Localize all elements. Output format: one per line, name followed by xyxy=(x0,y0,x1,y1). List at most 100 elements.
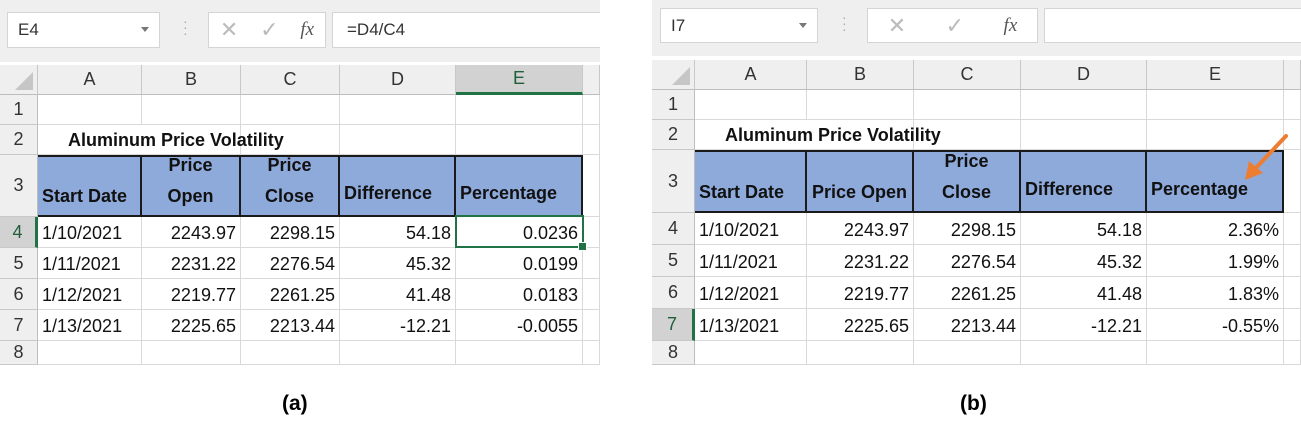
cell[interactable] xyxy=(1021,90,1147,120)
cell[interactable] xyxy=(583,95,600,125)
column-header[interactable]: E xyxy=(1147,60,1284,90)
cell[interactable] xyxy=(142,125,241,155)
cell[interactable] xyxy=(695,90,807,120)
table-cell[interactable]: 2225.65 xyxy=(142,310,241,341)
table-header-cell[interactable]: Percentage xyxy=(456,155,583,217)
table-cell[interactable]: 1/10/2021 xyxy=(695,213,807,245)
cell[interactable] xyxy=(1284,341,1301,365)
table-cell[interactable]: 2231.22 xyxy=(142,248,241,279)
cell[interactable] xyxy=(583,155,600,217)
table-cell[interactable]: 2298.15 xyxy=(241,217,340,248)
row-header[interactable]: 4 xyxy=(0,217,38,248)
select-all-button[interactable] xyxy=(652,60,695,90)
table-cell[interactable]: 2276.54 xyxy=(914,245,1021,277)
cell[interactable] xyxy=(241,341,340,365)
cell[interactable] xyxy=(456,341,583,365)
table-cell[interactable]: -0.55% xyxy=(1147,309,1284,341)
sheet-title[interactable]: Aluminum Price Volatility xyxy=(38,125,284,155)
column-header[interactable]: D xyxy=(340,65,456,95)
table-cell[interactable]: 1/12/2021 xyxy=(695,277,807,309)
table-cell[interactable]: 1/11/2021 xyxy=(38,248,142,279)
cell[interactable] xyxy=(456,125,583,155)
cell[interactable] xyxy=(38,341,142,365)
table-header-cell[interactable]: Price Close xyxy=(914,150,1021,213)
row-header[interactable]: 3 xyxy=(652,150,695,213)
table-cell[interactable]: 1.99% xyxy=(1147,245,1284,277)
row-header[interactable]: 6 xyxy=(0,279,38,310)
cell[interactable] xyxy=(241,125,340,155)
table-cell[interactable]: 2213.44 xyxy=(914,309,1021,341)
select-all-button[interactable] xyxy=(0,65,38,95)
cell[interactable] xyxy=(241,95,340,125)
name-box[interactable]: I7 xyxy=(660,8,818,43)
cell[interactable] xyxy=(456,95,583,125)
cell[interactable] xyxy=(142,95,241,125)
table-cell[interactable]: 41.48 xyxy=(340,279,456,310)
table-header-cell[interactable]: Start Date xyxy=(38,155,142,217)
cell[interactable] xyxy=(807,120,914,150)
table-cell[interactable]: 2261.25 xyxy=(914,277,1021,309)
sheet-title[interactable]: Aluminum Price Volatility xyxy=(695,120,941,150)
table-header-cell[interactable]: Start Date xyxy=(695,150,807,213)
row-header[interactable]: 6 xyxy=(652,277,695,309)
table-cell[interactable]: 2.36% xyxy=(1147,213,1284,245)
cell[interactable] xyxy=(914,120,1021,150)
table-header-cell[interactable]: Price Close xyxy=(241,155,340,217)
table-cell[interactable]: 1/13/2021 xyxy=(38,310,142,341)
table-cell[interactable]: 2219.77 xyxy=(807,277,914,309)
row-header[interactable]: 2 xyxy=(652,120,695,150)
cell[interactable] xyxy=(1147,120,1284,150)
table-cell[interactable]: 2231.22 xyxy=(807,245,914,277)
table-cell[interactable]: 54.18 xyxy=(340,217,456,248)
cell[interactable] xyxy=(914,90,1021,120)
row-header[interactable]: 4 xyxy=(652,213,695,245)
checkmark-icon[interactable]: ✓ xyxy=(260,17,279,42)
cell[interactable] xyxy=(807,90,914,120)
cell[interactable] xyxy=(142,341,241,365)
table-cell[interactable]: 1/10/2021 xyxy=(38,217,142,248)
cell[interactable] xyxy=(1147,90,1284,120)
cell[interactable] xyxy=(583,125,600,155)
cancel-icon[interactable]: ✕ xyxy=(887,12,907,38)
name-box[interactable]: E4 xyxy=(7,12,160,48)
table-cell[interactable]: -0.0055 xyxy=(456,310,583,341)
row-header[interactable]: 8 xyxy=(0,341,38,365)
table-cell[interactable]: 1.83% xyxy=(1147,277,1284,309)
cell[interactable] xyxy=(583,217,600,248)
table-cell[interactable]: 1/12/2021 xyxy=(38,279,142,310)
cell[interactable] xyxy=(807,341,914,365)
column-header[interactable]: A xyxy=(38,65,142,95)
table-cell[interactable]: -12.21 xyxy=(340,310,456,341)
table-cell[interactable]: 0.0199 xyxy=(456,248,583,279)
table-cell[interactable]: -12.21 xyxy=(1021,309,1147,341)
column-header[interactable]: C xyxy=(914,60,1021,90)
cell[interactable] xyxy=(583,310,600,341)
cell[interactable] xyxy=(340,95,456,125)
function-icon[interactable]: fx xyxy=(300,19,315,40)
cell[interactable] xyxy=(1284,309,1301,341)
column-header[interactable]: C xyxy=(241,65,340,95)
table-cell[interactable]: 54.18 xyxy=(1021,213,1147,245)
cell[interactable] xyxy=(583,279,600,310)
cell[interactable] xyxy=(1147,341,1284,365)
cell[interactable] xyxy=(1021,341,1147,365)
chevron-down-icon[interactable] xyxy=(141,27,149,32)
formula-bar[interactable] xyxy=(1044,8,1301,43)
table-cell[interactable]: 2219.77 xyxy=(142,279,241,310)
column-header[interactable]: A xyxy=(695,60,807,90)
table-cell[interactable]: 0.0183 xyxy=(456,279,583,310)
table-header-cell[interactable]: Price Open xyxy=(807,150,914,213)
table-header-cell[interactable]: Difference xyxy=(1021,150,1147,213)
cancel-icon[interactable]: ✕ xyxy=(219,17,239,42)
table-cell[interactable]: 2298.15 xyxy=(914,213,1021,245)
table-header-cell[interactable]: Difference xyxy=(340,155,456,217)
cell[interactable] xyxy=(38,95,142,125)
checkmark-icon[interactable]: ✓ xyxy=(945,12,965,38)
column-header[interactable]: D xyxy=(1021,60,1147,90)
table-header-cell[interactable]: Price Open xyxy=(142,155,241,217)
column-header[interactable] xyxy=(583,65,600,95)
cell[interactable] xyxy=(914,341,1021,365)
column-header[interactable]: B xyxy=(142,65,241,95)
table-cell[interactable]: 2213.44 xyxy=(241,310,340,341)
cell[interactable] xyxy=(583,341,600,365)
